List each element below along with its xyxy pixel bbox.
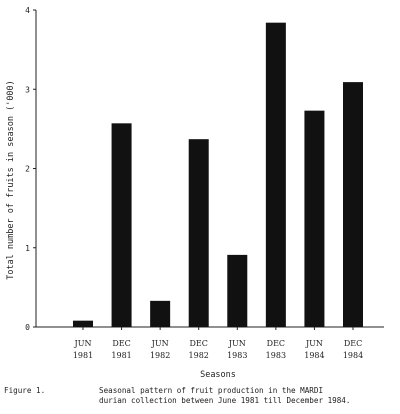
bar-chart: 0 1 2 3 4 JUN 1981 DEC 1981 JUN 1982 DEC 1982 JUN 1983… <box>6 6 384 380</box>
chart-labels: 0 1 2 3 4 JUN 1981 DEC 1981 JUN 1982 DEC 1982 JUN 1983… <box>25 6 363 360</box>
bar <box>265 22 286 328</box>
x-tick-label-year: 1981 <box>111 351 131 360</box>
bar <box>73 320 93 327</box>
x-tick-label-season: DEC <box>344 339 362 348</box>
x-tick-label-year: 1981 <box>73 351 93 360</box>
bar <box>304 110 325 328</box>
x-tick-label-season: JUN <box>74 339 92 348</box>
x-tick-label-season: JUN <box>305 339 323 348</box>
y-tick-label: 0 <box>25 323 30 332</box>
x-tick-label-year: 1983 <box>266 351 286 360</box>
x-tick-label-year: 1983 <box>227 351 247 360</box>
bar <box>343 82 363 328</box>
x-tick-label-year: 1984 <box>343 351 363 360</box>
x-tick-label-year: 1982 <box>150 351 170 360</box>
y-tick-label: 4 <box>25 6 30 15</box>
x-tick-label-season: JUN <box>151 339 169 348</box>
bar <box>150 300 171 327</box>
y-tick-label: 2 <box>25 165 30 174</box>
y-tick-label: 1 <box>25 244 30 253</box>
x-tick-label-season: DEC <box>112 339 130 348</box>
bar <box>188 139 209 327</box>
caption-label: Figure 1. <box>4 386 46 395</box>
bar <box>111 123 132 327</box>
chart-bars <box>73 22 363 328</box>
x-axis-label: Seasons <box>200 370 236 380</box>
chart-axes <box>33 9 384 330</box>
x-tick-label-year: 1984 <box>304 351 324 360</box>
bar <box>227 254 248 327</box>
x-tick-label-year: 1982 <box>189 351 209 360</box>
x-tick-label-season: DEC <box>267 339 285 348</box>
y-tick-label: 3 <box>25 85 30 94</box>
x-tick-label-season: DEC <box>190 339 208 348</box>
y-axis-label: Total number of fruits in season ('000) <box>6 80 16 280</box>
x-tick-label-season: JUN <box>228 339 246 348</box>
caption-text: Seasonal pattern of fruit production in … <box>99 386 351 405</box>
